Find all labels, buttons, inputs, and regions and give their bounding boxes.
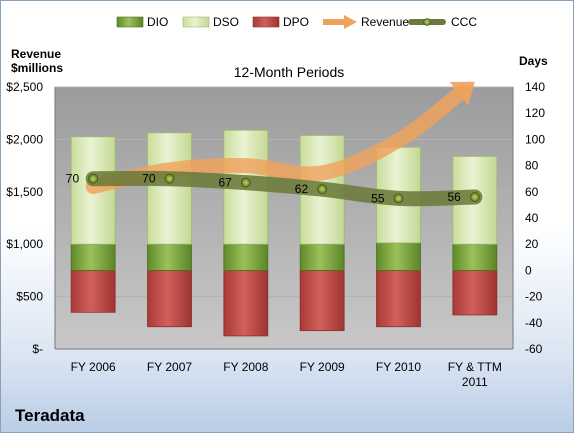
legend-item-revenue: Revenue [323,15,409,29]
ccc-line [85,170,483,207]
legend-label: DPO [283,15,309,29]
legend-label: DSO [213,15,239,29]
left-tick-label: $2,500 [6,80,43,94]
right-tick-label: -40 [525,316,543,330]
left-tick-label: $- [32,342,43,356]
ccc-point [393,193,404,204]
right-tick-label: 20 [525,237,539,251]
category-label: FY 2010 [376,360,421,374]
right-tick-label: 0 [525,263,532,277]
legend-item-ccc: CCC [408,15,477,29]
bar-dio [452,243,498,271]
bar-dpo [299,269,345,332]
bar-dpo [376,269,421,328]
category-label: FY & TTM 2011 [448,360,502,389]
bar-dio [70,243,116,271]
right-tick-label: 80 [525,159,539,173]
legend: DIO DSO DPO Revenue CCC [116,15,477,29]
ccc-point [240,177,251,188]
category-label: FY 2007 [147,360,192,374]
chart-title: 12-Month Periods [234,64,345,80]
legend-swatch [252,16,280,28]
right-tick-label: 40 [525,211,539,225]
plot-area [55,87,513,349]
bar-dpo [70,269,116,313]
right-tick-label: -60 [525,342,543,356]
category-label: FY 2006 [71,360,116,374]
bar-dpo [147,269,192,328]
legend-arrowhead [344,15,357,29]
ccc-data-label: 70 [66,172,80,186]
revenue-line [85,84,470,195]
company-name: Teradata [15,406,85,425]
ccc-point [164,173,175,184]
ccc-point [88,173,99,184]
left-tick-label: $2,000 [6,132,43,146]
ccc-data-label: 55 [371,191,385,205]
right-tick-label: 100 [525,132,545,146]
ccc-data-label: 62 [295,182,309,196]
legend-item-dpo: DPO [252,15,309,29]
right-tick-label: 140 [525,80,545,94]
legend-item-dso: DSO [182,15,239,29]
left-tick-label: $1,500 [6,185,43,199]
right-tick-label: 120 [525,106,545,120]
legend-label: CCC [451,15,477,29]
bar-dso [147,132,192,245]
left-tick-label: $1,000 [6,237,43,251]
bar-dpo [223,269,269,337]
bar-dio [299,243,345,271]
legend-swatch [182,16,210,28]
legend-marker [423,18,431,26]
legend-item-dio: DIO [116,15,168,29]
bar-dio [376,242,421,271]
legend-swatch [116,16,144,28]
left-axis-unit: $millions [11,61,63,75]
ccc-data-label: 67 [218,176,232,190]
left-tick-label: $500 [16,290,43,304]
bar-dpo [452,269,498,316]
ccc-point [469,192,480,202]
left-axis-title: Revenue [11,47,61,61]
bar-dio [147,243,192,271]
ccc-data-label: 70 [142,172,156,186]
revenue-arrowhead [449,81,475,106]
legend-label: DIO [147,15,168,29]
ccc-point [317,184,328,195]
legend-label: Revenue [361,15,409,29]
category-label: FY 2009 [300,360,345,374]
bar-dio [223,243,269,271]
right-tick-label: -20 [525,290,543,304]
category-label: FY 2008 [223,360,268,374]
right-axis-title: Days [519,54,548,68]
ccc-data-label: 56 [447,190,461,204]
right-tick-label: 60 [525,185,539,199]
